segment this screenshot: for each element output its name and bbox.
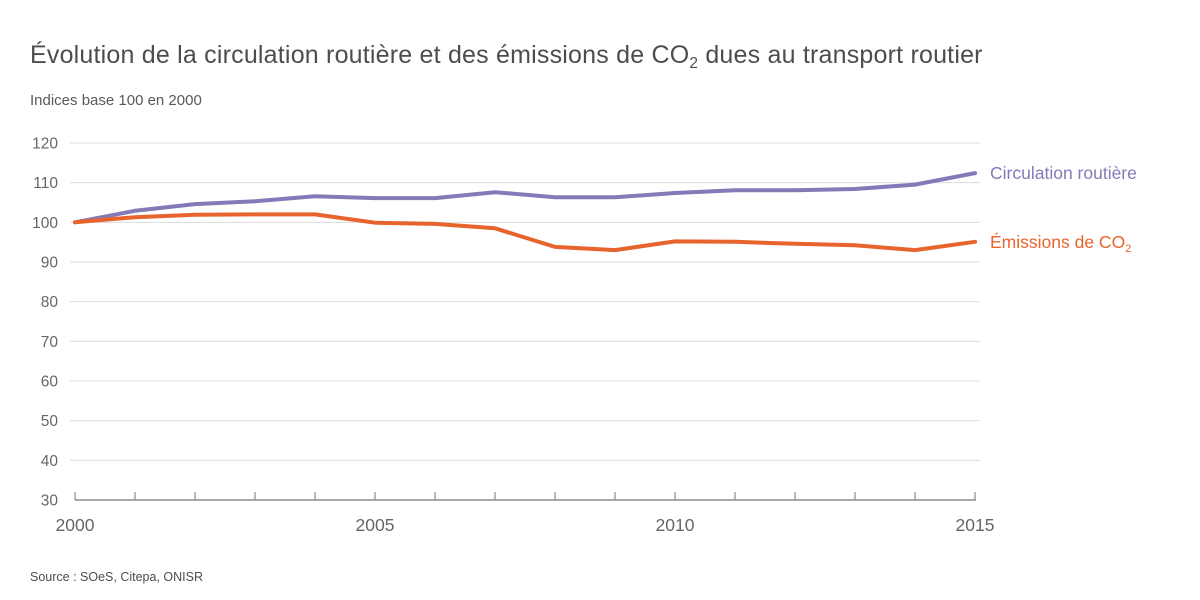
source-note: Source : SOeS, Citepa, ONISR <box>30 570 203 584</box>
y-tick-label: 40 <box>41 453 59 470</box>
x-tick-label: 2010 <box>656 515 695 535</box>
series-line-circulation <box>73 171 977 225</box>
y-tick-label: 50 <box>41 413 59 430</box>
page-title: Évolution de la circulation routière et … <box>30 40 983 73</box>
x-tick-label: 2005 <box>356 515 395 535</box>
y-tick-label: 110 <box>33 175 58 192</box>
y-tick-label: 60 <box>41 374 59 391</box>
y-tick-label: 90 <box>41 255 59 272</box>
legend-circulation-text: Circulation routière <box>990 163 1137 184</box>
legend-emissions-subscript: 2 <box>1125 242 1132 255</box>
y-tick-label: 30 <box>41 493 59 510</box>
x-tick-label: 2015 <box>956 515 995 535</box>
series-line-emissions <box>73 212 977 253</box>
legend-emissions-text: Émissions de CO <box>990 231 1126 252</box>
y-tick-label: 120 <box>32 136 58 153</box>
legend-circulation-routiere: Circulation routière <box>990 162 1137 184</box>
x-tick-label: 2000 <box>56 515 95 535</box>
y-tick-label: 100 <box>32 215 58 232</box>
page-title-suffix: dues au transport routier <box>698 40 983 69</box>
page-title-prefix: Évolution de la circulation routière et … <box>30 40 690 69</box>
y-tick-label: 70 <box>41 334 59 351</box>
y-tick-label: 80 <box>41 294 59 311</box>
legend-emissions-co2: Émissions de CO2 <box>990 231 1131 256</box>
page-title-subscript: 2 <box>689 55 699 73</box>
chart-subtitle: Indices base 100 en 2000 <box>30 92 202 109</box>
